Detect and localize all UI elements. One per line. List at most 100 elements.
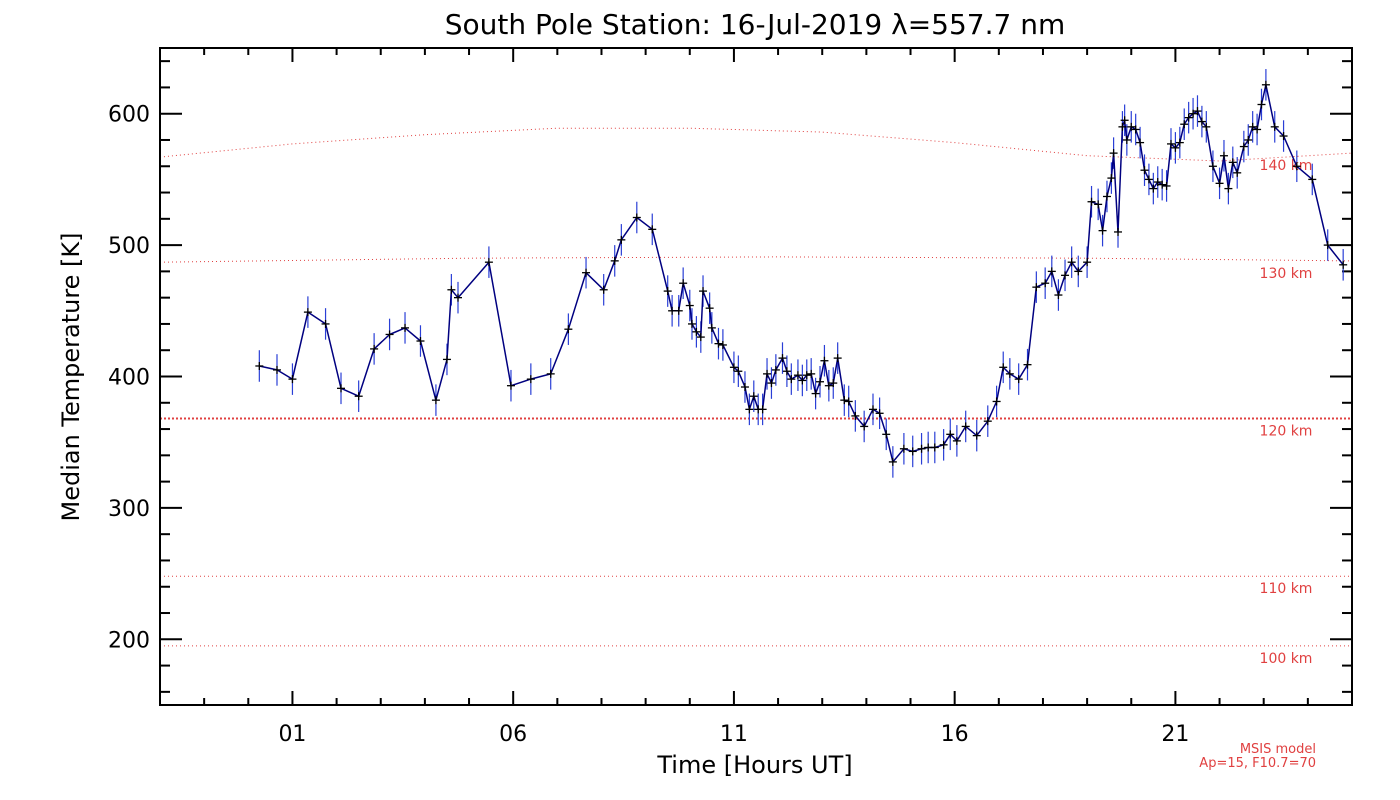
data-point [798,376,807,385]
data-point [255,361,264,370]
data-point [829,379,838,388]
data-point [1171,143,1180,152]
error-bars [258,69,1344,478]
data-point [685,301,694,310]
data-point [692,327,701,336]
data-point [272,365,281,374]
x-tick-label: 16 [941,722,969,747]
data-point [930,443,939,452]
data-point [1339,260,1348,269]
data-point [707,323,716,332]
data-point [696,333,705,342]
y-tick-label: 200 [108,628,150,653]
data-point [740,383,749,392]
x-tick-label: 11 [720,722,748,747]
data-point [546,369,555,378]
data-point [431,396,440,405]
reference-label-130-km: 130 km [1260,266,1313,282]
data-point [699,287,708,296]
data-point [1197,117,1206,126]
data-point [917,444,926,453]
data-point [442,355,451,364]
data-point [1114,227,1123,236]
msis-note-line-1: MSIS model [1240,742,1316,757]
data-point [1244,135,1253,144]
x-tick-label: 06 [499,722,527,747]
reference-lines: 140 km 130 km 120 km 110 km 100 km [159,127,1353,667]
data-point [1127,122,1136,131]
axes: 01 06 11 16 21 200 300 400 500 600 [108,48,1352,747]
data-point [1228,158,1237,167]
data-point [1094,200,1103,209]
data-point [1087,197,1096,206]
data-point [745,405,754,414]
data-point [1102,192,1111,201]
data-point [1233,168,1242,177]
data-point [833,354,842,363]
data-point [820,356,829,365]
data-point [952,436,961,445]
data-point [674,306,683,315]
data-point [749,392,758,401]
data-point [1253,125,1262,134]
data-point [385,330,394,339]
data-point [401,323,410,332]
data-point [729,363,738,372]
data-point [1140,166,1149,175]
x-tick-label: 01 [278,722,306,747]
data-point [1270,122,1279,131]
x-axis-label: Time [Hours UT] [656,751,852,779]
y-tick-label: 500 [108,234,150,259]
data-point [1257,100,1266,109]
x-tick-label: 21 [1161,722,1189,747]
data-point [354,392,363,401]
data-point [999,363,1008,372]
data-point [1067,258,1076,267]
data-point [793,371,802,380]
data-point [899,444,908,453]
data-point [1041,279,1050,288]
data-points [255,80,1348,466]
data-point [687,319,696,328]
data-point [1261,80,1270,89]
data-point [1208,162,1217,171]
data-point [763,369,772,378]
data-point [1224,184,1233,193]
data-point [734,367,743,376]
data-point [767,379,776,388]
data-point [632,213,641,222]
data-point [824,381,833,390]
data-point [1248,122,1257,131]
data-point [370,344,379,353]
data-point [610,256,619,265]
reference-line-130-km [159,256,1353,263]
data-point [1120,116,1129,125]
data-point [1054,291,1063,300]
msis-note-line-2: Ap=15, F10.7=70 [1199,756,1316,771]
data-point [1215,179,1224,188]
data-point [564,325,573,334]
data-point [875,409,884,418]
data-point [1122,135,1131,144]
plot-frame [159,47,1353,706]
y-axis-label: Median Temperature [K] [57,232,85,521]
data-point [946,430,955,439]
data-point [1175,138,1184,147]
data-point [778,354,787,363]
series-line [259,84,1344,463]
data-point [1149,184,1158,193]
data-point [714,339,723,348]
data-point [303,308,312,317]
data-point [648,225,657,234]
data-point [1098,226,1107,235]
data-point [782,367,791,376]
data-point [1074,267,1083,276]
data-point [1180,120,1189,129]
data-point [484,258,493,267]
data-point [1047,267,1056,276]
data-point [1323,241,1332,250]
data-point [908,447,917,456]
y-tick-label: 300 [108,497,150,522]
data-point [787,375,796,384]
